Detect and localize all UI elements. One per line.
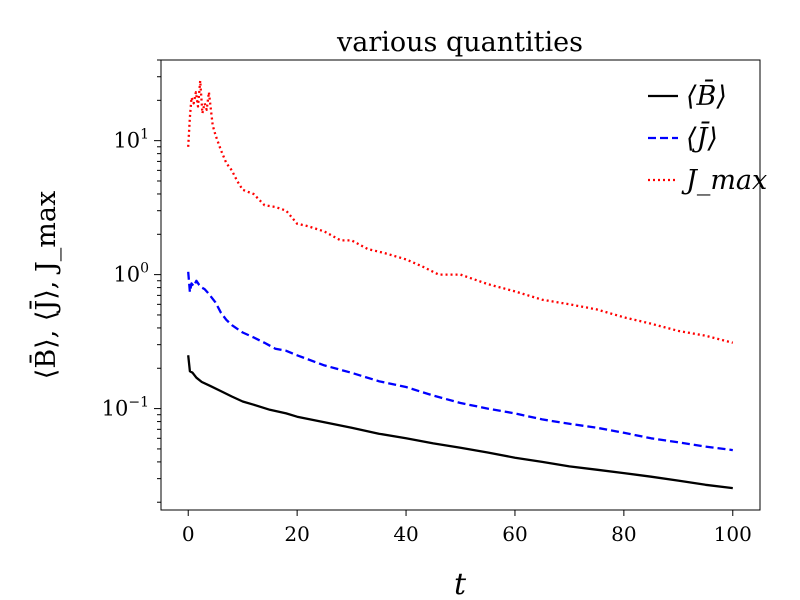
y-tick-label: 100 xyxy=(113,261,149,287)
x-tick-label: 20 xyxy=(284,522,309,546)
legend-label-2: J_max xyxy=(681,165,767,196)
y-tick-label-base: 10 xyxy=(113,129,140,153)
y-tick-label-exponent: 1 xyxy=(140,127,149,143)
legend: ⟨B̄⟩ ⟨J̄⟩ J_max xyxy=(648,78,767,196)
chart-title: various quantities xyxy=(336,27,583,58)
y-tick-label-exponent: −1 xyxy=(128,395,149,411)
y-axis-label: ⟨B̄⟩, ⟨J̄⟩, J_max xyxy=(28,191,62,379)
y-tick-label-base: 10 xyxy=(102,397,129,421)
y-tick-label: 101 xyxy=(113,127,149,153)
x-tick-label: 100 xyxy=(714,522,752,546)
series-line-0 xyxy=(187,355,733,490)
series-line-1 xyxy=(187,271,733,452)
x-axis-ticks: 0 20 40 60 80 100 xyxy=(182,510,752,546)
x-tick-label: 40 xyxy=(393,522,418,546)
x-tick-label: 0 xyxy=(182,522,195,546)
legend-label-1: ⟨J̄⟩ xyxy=(686,120,718,154)
x-tick-label: 80 xyxy=(611,522,636,546)
y-tick-label-base: 10 xyxy=(113,263,140,287)
x-tick-label: 60 xyxy=(502,522,527,546)
x-axis-label: t xyxy=(454,567,467,600)
series-layer xyxy=(187,79,734,490)
y-tick-label-exponent: 0 xyxy=(140,261,149,277)
y-tick-label: 10−1 xyxy=(102,395,149,421)
legend-label-0: ⟨B̄⟩ xyxy=(686,78,727,112)
plot-frame xyxy=(160,59,761,511)
series-line-2 xyxy=(187,79,734,344)
